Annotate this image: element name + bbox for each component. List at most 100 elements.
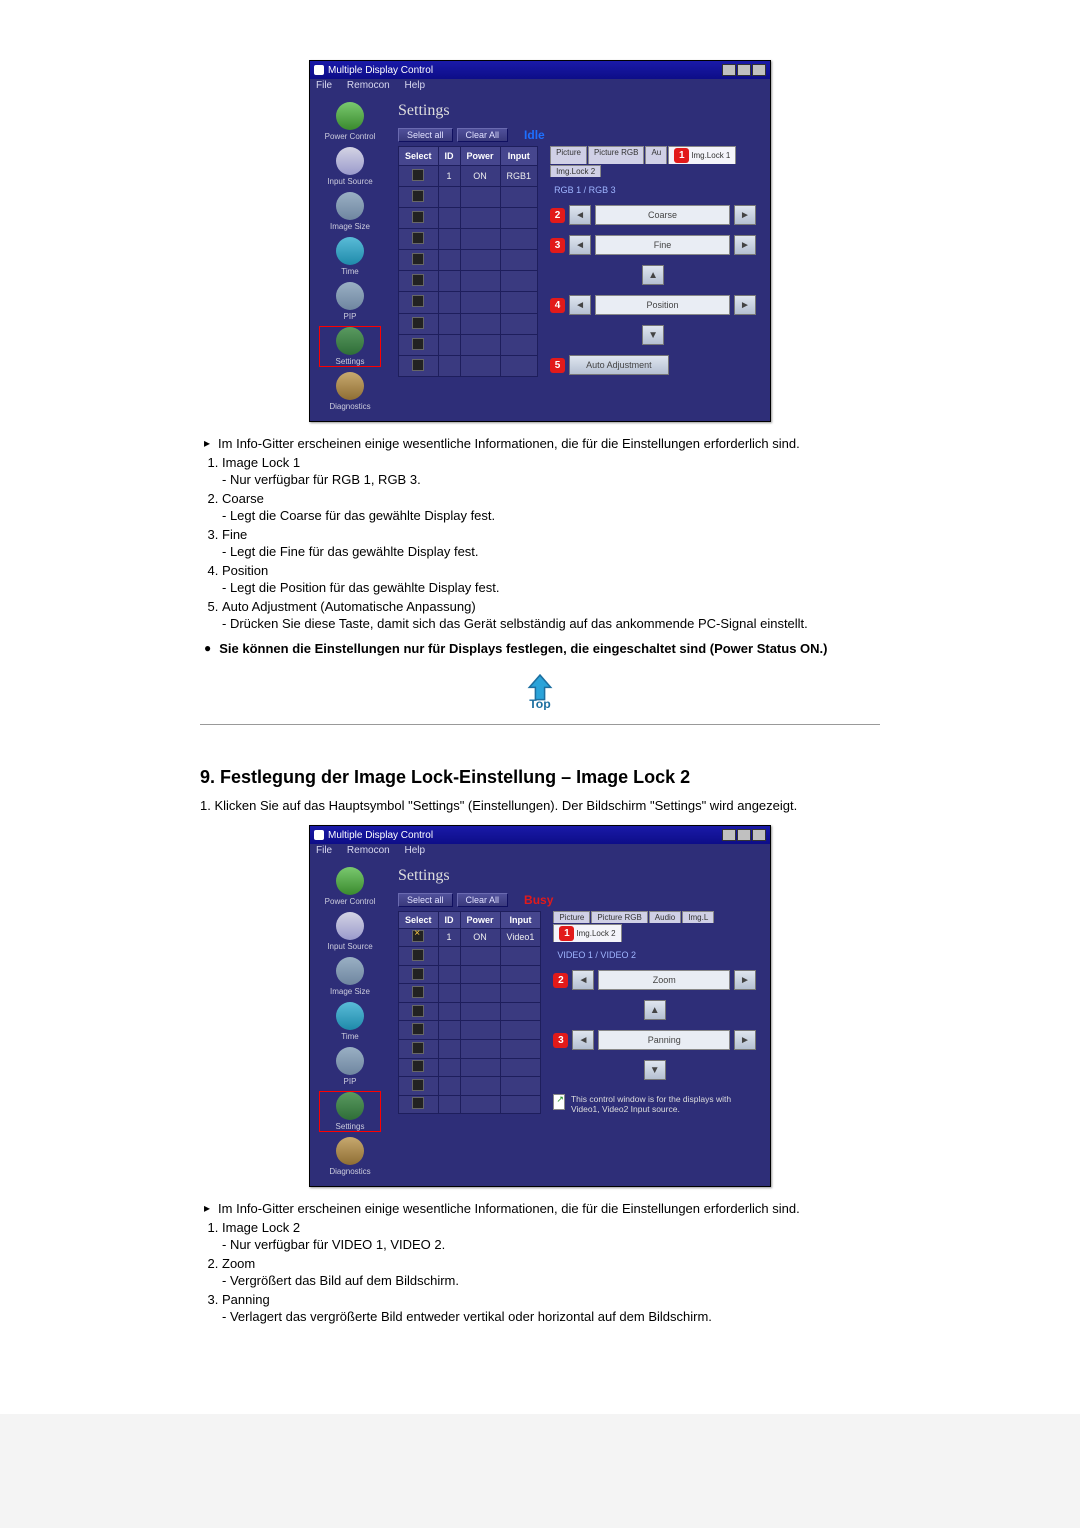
minimize-button[interactable]: [722, 829, 736, 841]
row-checkbox[interactable]: [412, 211, 424, 223]
arrow-up-button[interactable]: ▲: [644, 1000, 666, 1020]
arrow-right-button[interactable]: ►: [734, 205, 756, 225]
section-divider: [200, 724, 880, 725]
row-checkbox[interactable]: [412, 359, 424, 371]
arrow-right-button[interactable]: ►: [734, 1030, 756, 1050]
sidebar-item-diagnostics[interactable]: Diagnostics: [320, 372, 380, 411]
row-checkbox[interactable]: [412, 338, 424, 350]
menu-help[interactable]: Help: [405, 845, 426, 856]
arrow-right-button[interactable]: ►: [734, 970, 756, 990]
row-checkbox[interactable]: [412, 169, 424, 181]
auto-adjust-button[interactable]: Auto Adjustment: [569, 355, 669, 375]
info-note: This control window is for the displays …: [553, 1094, 756, 1114]
sidebar-item-diagnostics[interactable]: Diagnostics: [320, 1137, 380, 1176]
clear-all-button[interactable]: Clear All: [457, 128, 509, 142]
row-checkbox[interactable]: [412, 1042, 424, 1054]
arrow-left-button[interactable]: ◄: [569, 295, 591, 315]
grid-cell: [500, 1002, 541, 1021]
list-item-title: Image Lock 1: [222, 455, 300, 470]
grid-cell: [460, 186, 500, 207]
select-all-button[interactable]: Select all: [398, 128, 453, 142]
list-item-sub: - Legt die Position für das gewählte Dis…: [222, 580, 880, 595]
arrow-right-button[interactable]: ►: [734, 295, 756, 315]
grid-header: Input: [500, 912, 541, 928]
row-checkbox[interactable]: [412, 949, 424, 961]
sidebar-item-power-control[interactable]: Power Control: [320, 102, 380, 141]
sidebar-label: Time: [320, 1032, 380, 1041]
tab-picture-rgb[interactable]: Picture RGB: [591, 911, 647, 923]
bullet-icon: ●: [204, 641, 211, 655]
grid-cell: [438, 1095, 460, 1114]
clear-all-button[interactable]: Clear All: [457, 893, 509, 907]
sidebar-item-input-source[interactable]: Input Source: [320, 912, 380, 951]
arrow-left-button[interactable]: ◄: [569, 235, 591, 255]
arrow-left-button[interactable]: ◄: [572, 970, 594, 990]
menu-help[interactable]: Help: [405, 80, 426, 91]
arrow-left-button[interactable]: ◄: [572, 1030, 594, 1050]
tab-picture[interactable]: Picture: [553, 911, 590, 923]
row-checkbox[interactable]: [412, 253, 424, 265]
sidebar-item-settings[interactable]: Settings: [320, 327, 380, 366]
sidebar-icon: [336, 372, 364, 400]
arrow-up-button[interactable]: ▲: [642, 265, 664, 285]
arrow-down-button[interactable]: ▼: [642, 325, 664, 345]
tab-au[interactable]: Au: [645, 146, 667, 164]
app-icon: [314, 65, 324, 75]
sidebar-item-power-control[interactable]: Power Control: [320, 867, 380, 906]
tab-picture-rgb[interactable]: Picture RGB: [588, 146, 644, 164]
select-all-button[interactable]: Select all: [398, 893, 453, 907]
sidebar-item-pip[interactable]: PIP: [320, 1047, 380, 1086]
sidebar-item-pip[interactable]: PIP: [320, 282, 380, 321]
menu-remocon[interactable]: Remocon: [347, 845, 390, 856]
tab-label: Picture: [556, 148, 581, 157]
row-checkbox[interactable]: [412, 232, 424, 244]
grid-cell: [460, 1002, 500, 1021]
tab-img-l[interactable]: Img.L: [682, 911, 714, 923]
tab-picture[interactable]: Picture: [550, 146, 587, 164]
maximize-button[interactable]: [737, 829, 751, 841]
grid-cell: [460, 313, 500, 334]
maximize-button[interactable]: [737, 64, 751, 76]
row-checkbox[interactable]: [412, 1005, 424, 1017]
row-checkbox[interactable]: [412, 986, 424, 998]
row-checkbox[interactable]: [412, 968, 424, 980]
menu-file[interactable]: File: [316, 845, 332, 856]
sidebar-label: Input Source: [320, 177, 380, 186]
grid-cell: [438, 1002, 460, 1021]
grid-cell: [500, 947, 541, 966]
grid-cell: [438, 965, 460, 984]
row-checkbox[interactable]: [412, 1060, 424, 1072]
menu-file[interactable]: File: [316, 80, 332, 91]
top-icon[interactable]: Top: [517, 672, 563, 710]
row-checkbox[interactable]: [412, 930, 424, 942]
row-checkbox[interactable]: [412, 190, 424, 202]
tab-img-lock-1[interactable]: 1Img.Lock 1: [668, 146, 736, 164]
status-label: Busy: [524, 893, 553, 907]
arrow-right-button[interactable]: ►: [734, 235, 756, 255]
sidebar-item-image-size[interactable]: Image Size: [320, 957, 380, 996]
sidebar-item-image-size[interactable]: Image Size: [320, 192, 380, 231]
panel-title: Settings: [398, 102, 756, 120]
sidebar-item-settings[interactable]: Settings: [320, 1092, 380, 1131]
row-checkbox[interactable]: [412, 1023, 424, 1035]
row-checkbox[interactable]: [412, 1097, 424, 1109]
table-row: [399, 947, 541, 966]
sidebar-item-time[interactable]: Time: [320, 237, 380, 276]
row-checkbox[interactable]: [412, 1079, 424, 1091]
grid-cell: [438, 313, 460, 334]
close-button[interactable]: [752, 64, 766, 76]
row-checkbox[interactable]: [412, 274, 424, 286]
tab-img-lock-2[interactable]: 1Img.Lock 2: [553, 924, 621, 942]
sidebar-item-time[interactable]: Time: [320, 1002, 380, 1041]
arrow-left-button[interactable]: ◄: [569, 205, 591, 225]
row-checkbox[interactable]: [412, 317, 424, 329]
minimize-button[interactable]: [722, 64, 736, 76]
sidebar-item-input-source[interactable]: Input Source: [320, 147, 380, 186]
arrow-down-button[interactable]: ▼: [644, 1060, 666, 1080]
tab-audio[interactable]: Audio: [649, 911, 681, 923]
tab-img-lock-2[interactable]: Img.Lock 2: [550, 165, 601, 177]
row-checkbox[interactable]: [412, 295, 424, 307]
close-button[interactable]: [752, 829, 766, 841]
tab-label: Picture: [559, 913, 584, 922]
menu-remocon[interactable]: Remocon: [347, 80, 390, 91]
